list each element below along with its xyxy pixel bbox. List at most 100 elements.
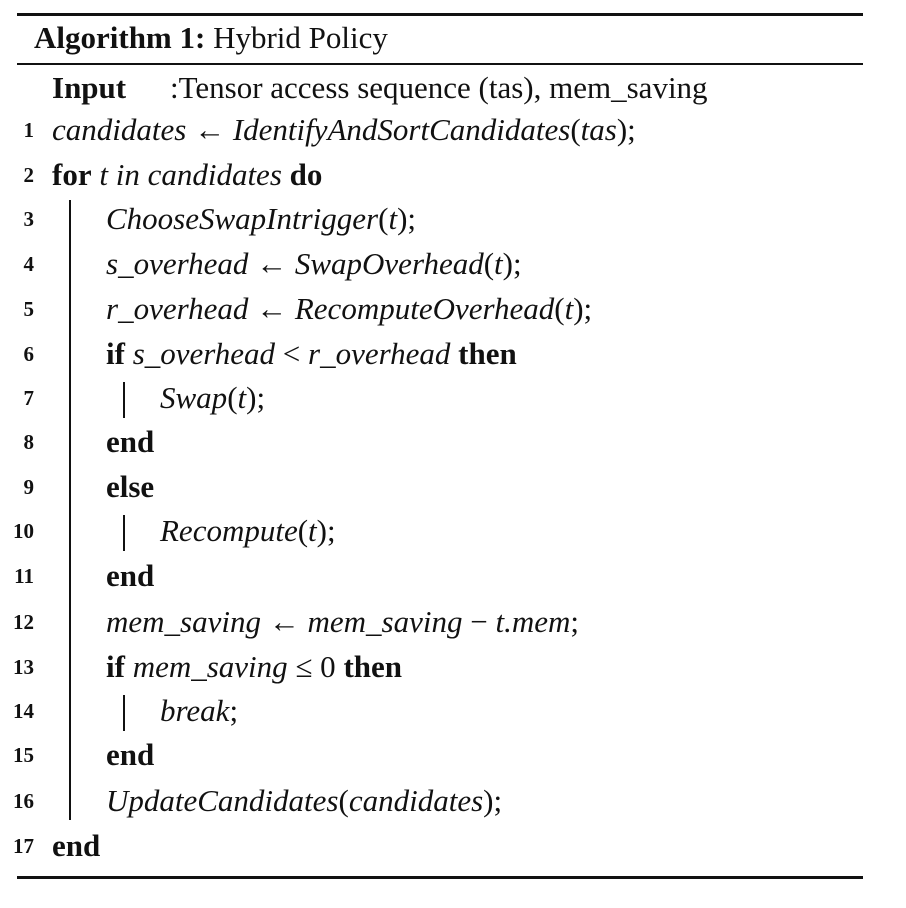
line-code: candidates ← IdentifyAndSortCandidates(t… xyxy=(52,108,636,152)
code-token: − xyxy=(462,604,496,639)
line-number: 14 xyxy=(13,699,34,723)
line-number: 2 xyxy=(23,163,35,187)
code-token: t.mem xyxy=(495,604,571,639)
code-token: ← xyxy=(248,246,295,281)
keyword-else: else xyxy=(106,469,155,504)
line-code: break; xyxy=(160,689,238,733)
code-token: ( xyxy=(338,783,349,818)
code-token: t xyxy=(564,291,574,326)
code-token: ≤ 0 xyxy=(295,649,344,684)
code-token: Swap xyxy=(160,380,228,415)
keyword-then: then xyxy=(343,649,403,684)
bottom-rule xyxy=(17,876,863,879)
code-token: ); xyxy=(316,513,336,548)
code-token: ); xyxy=(502,246,522,281)
line-code: Recompute(t); xyxy=(160,509,336,553)
code-line-17: 17 end xyxy=(0,824,880,868)
keyword-end: end xyxy=(106,424,155,459)
code-line-8: 8 end xyxy=(0,420,880,464)
code-token: break xyxy=(160,693,230,728)
keyword-if: if xyxy=(106,649,125,684)
code-token: Recompute xyxy=(160,513,298,548)
line-code: if mem_saving ≤ 0 then xyxy=(106,645,402,689)
code-token: ( xyxy=(570,112,581,147)
code-token: ← xyxy=(248,291,295,326)
line-number: 1 xyxy=(23,118,35,142)
code-token: < xyxy=(282,336,301,371)
keyword-if: if xyxy=(106,336,125,371)
keyword-end: end xyxy=(106,558,155,593)
code-token: ( xyxy=(297,513,309,548)
line-code: Swap(t); xyxy=(160,376,265,420)
line-number: 17 xyxy=(13,834,34,858)
algorithm-label: Algorithm 1: xyxy=(34,20,206,55)
code-token: t in candidates xyxy=(91,157,290,192)
line-code: UpdateCandidates(candidates); xyxy=(106,779,502,823)
line-code: end xyxy=(52,824,100,868)
line-code: end xyxy=(106,554,154,598)
code-token: ); xyxy=(616,112,636,147)
code-token: ChooseSwapIntrigger xyxy=(106,201,379,236)
keyword-then: then xyxy=(458,336,517,371)
code-token: t xyxy=(494,246,503,281)
keyword-end: end xyxy=(106,737,155,772)
code-line-15: 15 end xyxy=(0,733,880,777)
line-number: 16 xyxy=(13,789,34,813)
code-token: t xyxy=(237,380,247,415)
code-token: candidates xyxy=(52,112,187,147)
code-token: s_overhead xyxy=(106,246,249,281)
for-block-bar xyxy=(69,200,71,820)
code-line-5: 5 r_overhead ← RecomputeOverhead(t); xyxy=(0,287,880,331)
code-token: mem_saving xyxy=(124,649,296,684)
code-line-6: 6 if s_overhead < r_overhead then xyxy=(0,332,880,376)
code-line-1: 1 candidates ← IdentifyAndSortCandidates… xyxy=(0,108,880,152)
line-number: 11 xyxy=(14,564,34,588)
code-token: t xyxy=(388,201,398,236)
code-line-4: 4 s_overhead ← SwapOverhead(t); xyxy=(0,242,880,286)
code-token: IdentifyAndSortCandidates xyxy=(232,112,571,147)
code-token: ); xyxy=(246,380,266,415)
line-number: 15 xyxy=(13,743,34,767)
code-token: tas xyxy=(580,112,617,147)
if-block-bar xyxy=(123,382,125,418)
line-number: 13 xyxy=(13,655,34,679)
code-line-2: 2 for t in candidates do xyxy=(0,153,880,197)
line-number: 9 xyxy=(23,475,35,499)
line-number: 4 xyxy=(23,252,35,276)
algorithm-name: Hybrid Policy xyxy=(213,20,388,55)
code-line-16: 16 UpdateCandidates(candidates); xyxy=(0,779,880,823)
else-block-bar xyxy=(123,515,125,551)
line-code: else xyxy=(106,465,154,509)
code-token: UpdateCandidates xyxy=(106,783,339,818)
code-line-9: 9 else xyxy=(0,465,880,509)
code-token: mem_saving xyxy=(106,604,261,639)
code-token: ← xyxy=(186,112,233,147)
code-token: ); xyxy=(397,201,417,236)
code-token: ( xyxy=(227,380,238,415)
code-line-12: 12 mem_saving ← mem_saving − t.mem; xyxy=(0,600,880,644)
line-code: end xyxy=(106,420,154,464)
algorithm-title: Algorithm 1: Hybrid Policy xyxy=(34,18,388,58)
keyword-for: for xyxy=(52,157,92,192)
line-code: s_overhead ← SwapOverhead(t); xyxy=(106,242,522,286)
code-token: mem_saving xyxy=(307,604,463,639)
input-text: :Tensor access sequence (tas), mem_savin… xyxy=(170,70,708,105)
code-token: ← xyxy=(260,604,308,639)
code-token: s_overhead xyxy=(124,336,283,371)
code-token: RecomputeOverhead xyxy=(294,291,555,326)
code-token: ( xyxy=(378,201,389,236)
line-number: 12 xyxy=(13,610,34,634)
code-token: ); xyxy=(483,783,503,818)
code-line-11: 11 end xyxy=(0,554,880,598)
line-number: 10 xyxy=(13,519,34,543)
code-token: ( xyxy=(554,291,565,326)
input-row: Input:Tensor access sequence (tas), mem_… xyxy=(52,68,708,108)
line-code: mem_saving ← mem_saving − t.mem; xyxy=(106,600,579,644)
line-code: end xyxy=(106,733,154,777)
code-line-3: 3 ChooseSwapIntrigger(t); xyxy=(0,197,880,241)
line-code: ChooseSwapIntrigger(t); xyxy=(106,197,416,241)
keyword-end: end xyxy=(52,828,101,863)
code-token: candidates xyxy=(348,783,484,818)
top-rule xyxy=(17,13,863,16)
line-number: 7 xyxy=(23,386,35,410)
